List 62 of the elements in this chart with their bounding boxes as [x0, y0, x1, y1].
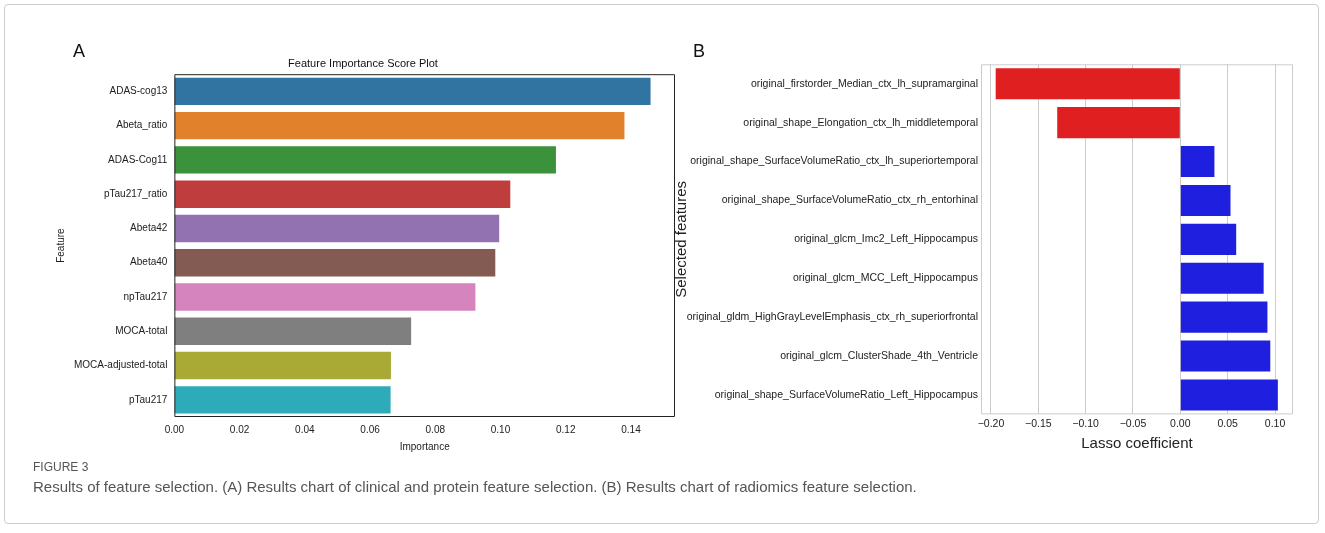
- bar: [174, 180, 511, 208]
- bar: [174, 317, 412, 346]
- text: B: [693, 41, 706, 62]
- x-tick-label: 0.10: [490, 423, 511, 435]
- x-tick-label: 0.14: [621, 423, 642, 435]
- y-tick-label: pTau217: [128, 393, 168, 405]
- x-tick-label: −0.05: [1119, 416, 1147, 429]
- bar: [174, 351, 391, 380]
- y-tick-label: MOCA-adjusted-total: [73, 359, 168, 371]
- y-tick-label: Abeta42: [130, 222, 168, 234]
- bar: [1180, 223, 1237, 255]
- y-tick-label: original_shape_SurfaceVolumeRatio_Left_Hippocampus: [714, 387, 978, 400]
- y-tick-label: Abeta40: [130, 256, 168, 268]
- x-tick-label: −0.15: [1025, 416, 1052, 429]
- chart-title: Feature Importance Score Plot: [288, 56, 438, 69]
- text: A: [73, 41, 86, 62]
- caption: FIGURE 3: [33, 460, 90, 474]
- y-tick-label: ADAS-cog13: [109, 85, 168, 97]
- x-tick-label: −0.20: [977, 416, 1005, 429]
- bar: [174, 283, 476, 311]
- x-tick-label: 0.02: [229, 423, 250, 435]
- bar: [1180, 262, 1264, 294]
- y-tick-label: MOCA-total: [115, 325, 168, 337]
- bar: [1180, 184, 1231, 217]
- y-tick-label: Abeta_ratio: [116, 119, 168, 131]
- x-tick-label: −0.10: [1072, 416, 1100, 429]
- x-tick-label: 0.08: [425, 423, 446, 435]
- bar: [1180, 145, 1215, 178]
- y-tick-label: npTau217: [123, 290, 168, 302]
- bar: [1180, 301, 1268, 333]
- y-tick-label: original_shape_SurfaceVolumeRatio_ctx_rh_entorhinal: [721, 193, 978, 206]
- bar: [174, 386, 391, 414]
- x-tick-label: 0.06: [360, 423, 381, 435]
- y-tick-label: original_gldm_HighGrayLevelEmphasis_ctx_rh_superiorfrontal: [686, 310, 978, 323]
- bar: [174, 77, 651, 106]
- bar: [174, 249, 496, 277]
- y-tick-label: original_firstorder_Median_ctx_lh_supramarginal: [750, 76, 978, 89]
- x-axis-title: Lasso coefficient: [1081, 434, 1194, 452]
- x-tick-label: 0.10: [1264, 416, 1286, 429]
- text: Results of feature selection. (A) Results chart of clinical and protein feature selection. (B) Results chart of radiomics feature selection.: [33, 478, 918, 495]
- x-tick-label: 0.04: [295, 423, 315, 435]
- x-tick-label: 0.00: [164, 423, 185, 435]
- y-tick-label: original_shape_Elongation_ctx_lh_middletemporal: [743, 115, 978, 128]
- y-axis-title: Selected features: [672, 180, 690, 298]
- bar: [995, 68, 1180, 100]
- y-tick-label: original_shape_SurfaceVolumeRatio_ctx_lh_superiortemporal: [690, 154, 978, 167]
- bar: [1057, 107, 1180, 139]
- bar: [174, 146, 556, 174]
- bar: [1180, 379, 1278, 411]
- y-axis-title: Feature: [54, 227, 66, 263]
- bar: [174, 111, 625, 140]
- y-tick-label: original_glcm_Imc2_Left_Hippocampus: [794, 232, 978, 245]
- x-tick-label: 0.00: [1170, 416, 1191, 429]
- bar: [1180, 340, 1271, 372]
- x-tick-label: 0.12: [556, 423, 576, 435]
- y-tick-label: pTau217_ratio: [103, 187, 168, 199]
- bar: [174, 214, 500, 243]
- y-tick-label: original_glcm_MCC_Left_Hippocampus: [792, 271, 978, 284]
- x-tick-label: 0.05: [1217, 416, 1239, 429]
- y-tick-label: original_glcm_ClusterShade_4th_Ventricle: [780, 348, 979, 361]
- y-tick-label: ADAS-Cog11: [108, 153, 168, 165]
- x-axis-title: Importance: [399, 440, 451, 452]
